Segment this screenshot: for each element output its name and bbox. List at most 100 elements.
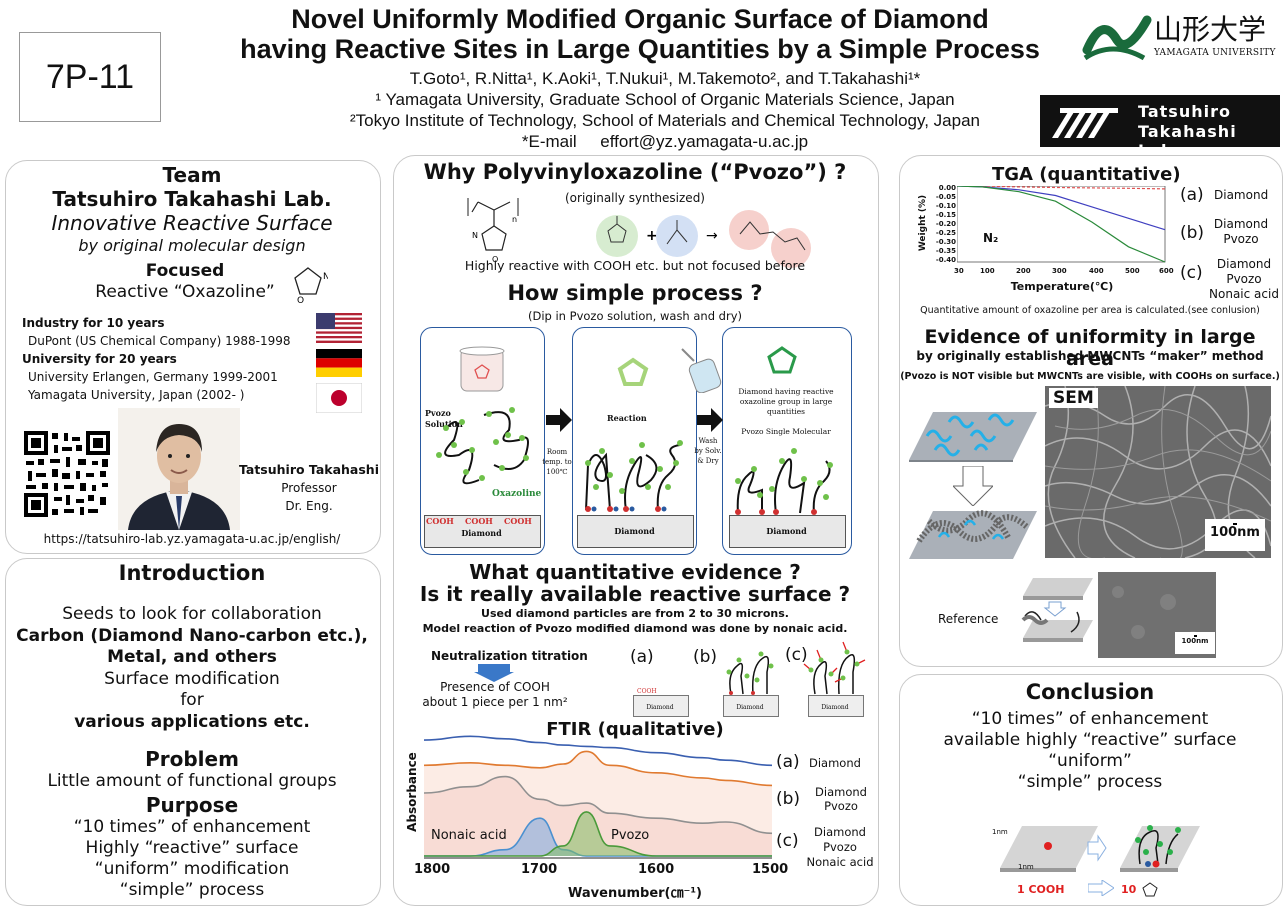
tga-series-b bbox=[957, 186, 1166, 231]
sem-scale-bar bbox=[1233, 523, 1237, 525]
authors: T.Goto¹, R.Nitta¹, K.Aoki¹, T.Nukui¹, M.… bbox=[409, 69, 921, 88]
reference-label: Reference bbox=[938, 612, 999, 626]
career-block: Industry for 10 years DuPont (US Chemica… bbox=[22, 314, 322, 404]
uniformity-note: (Pvozo is NOT visible but MWCNTs are vis… bbox=[900, 371, 1280, 382]
university-logo: 山形大学 YAMAGATA UNIVERSITY bbox=[1082, 8, 1282, 68]
quant-heading: What quantitative evidence ? Is it reall… bbox=[393, 561, 877, 605]
tga-legend-c-text: Diamond Pvozo Nonaic acid bbox=[1204, 257, 1284, 302]
team-header: Team Tatsuhiro Takahashi Lab. Innovative… bbox=[5, 163, 379, 257]
how-heading: How simple process ? bbox=[507, 281, 763, 305]
quant-label-c: (c) bbox=[785, 645, 808, 665]
small-b-polymer bbox=[726, 651, 774, 695]
email: *E-mail effort@yz.yamagata-u.ac.jp bbox=[521, 132, 809, 151]
svg-text:N: N bbox=[472, 231, 478, 240]
tga-legend-b-line2: Pvozo bbox=[1223, 232, 1259, 246]
conclusion-line1: “10 times” of enhancement bbox=[971, 709, 1209, 729]
tga-legend-b-line1: Diamond bbox=[1213, 217, 1269, 231]
team-tagline1: Innovative Reactive Surface bbox=[51, 211, 333, 235]
conclusion-content: Conclusion “10 times” of enhancement ava… bbox=[899, 679, 1281, 793]
problem-heading: Problem bbox=[145, 747, 239, 771]
person-name: Tatsuhiro Takahashi bbox=[238, 462, 379, 477]
professor-photo bbox=[118, 408, 240, 530]
intro-line4: Surface modification bbox=[104, 668, 280, 689]
wash-bottle-icon bbox=[681, 348, 722, 393]
conclusion-heading: Conclusion bbox=[1025, 680, 1155, 704]
how-subheading: (Dip in Pvozo solution, wash and dry) bbox=[528, 309, 742, 323]
university-emblem-icon bbox=[1082, 15, 1152, 61]
ftir-legend-c-line3: Nonaic acid bbox=[806, 855, 874, 869]
ftir-x-ticks: 1800 1700 1600 1500 bbox=[408, 862, 788, 878]
pentagon-green-outline-icon bbox=[767, 346, 797, 374]
person-title: Professor bbox=[281, 481, 337, 495]
svg-text:N: N bbox=[323, 272, 328, 282]
step3-label1: Diamond having reactive oxazoline group … bbox=[738, 387, 834, 416]
tga-legend-a: (a) bbox=[1180, 185, 1204, 205]
oxazoline-ring-icon: N O bbox=[294, 267, 328, 304]
ftir-series-0 bbox=[424, 735, 773, 767]
title-line1: Novel Uniformly Modified Organic Surface… bbox=[291, 4, 989, 34]
tga-legend: (a) Diamond (b) Diamond Pvozo (c) Diamon… bbox=[1180, 183, 1280, 303]
intro-line3: Metal, and others bbox=[107, 647, 277, 667]
university-item1: University Erlangen, Germany 1999-2001 bbox=[28, 370, 278, 384]
small-c-polymer bbox=[803, 641, 866, 695]
small-a-cooh: COOH bbox=[637, 688, 657, 695]
tga-legend-c: (c) bbox=[1180, 263, 1203, 283]
presence-line2: about 1 piece per 1 nm² bbox=[422, 695, 568, 709]
step2-label: Reaction bbox=[607, 413, 647, 423]
ftir-legend-c: (c) bbox=[776, 831, 799, 851]
intro-line6: various applications etc. bbox=[74, 711, 310, 732]
ftir-legend-b-text: Diamond Pvozo bbox=[806, 785, 876, 813]
conclusion-arrow-icon bbox=[1088, 880, 1114, 896]
ftir-legend-c-line1: Diamond bbox=[814, 825, 866, 839]
tga-xtick-6: 600 bbox=[1159, 267, 1174, 275]
lab-url-link[interactable]: https://tatsuhiro-lab.yz.yamagata-u.ac.j… bbox=[43, 532, 341, 546]
ftir-chart bbox=[424, 735, 773, 859]
step2-substrate bbox=[577, 515, 694, 548]
ftir-ann-nonaic: Nonaic acid bbox=[431, 828, 507, 843]
conclusion-line2: available highly “reactive” surface bbox=[943, 730, 1237, 750]
focused-block: Focused Reactive “Oxazoline” bbox=[60, 261, 310, 303]
tga-note: Quantitative amount of oxazoline per are… bbox=[920, 305, 1260, 316]
conclusion-dim2: 1nm bbox=[1018, 863, 1034, 871]
reference-diagram-icon bbox=[1021, 578, 1093, 642]
tga-series-a bbox=[957, 186, 1166, 190]
conclusion-cooh: 1 COOH bbox=[1017, 883, 1065, 896]
quant-label-b: (b) bbox=[693, 647, 718, 667]
tga-ytick-2: -0.10 bbox=[935, 202, 956, 210]
quant-subtext: Used diamond particles are from 2 to 30 … bbox=[393, 606, 877, 636]
tga-legend-c-line3: Nonaic acid bbox=[1209, 287, 1279, 301]
ftir-legend-b: (b) bbox=[776, 789, 801, 809]
reaction-scheme: + → bbox=[596, 210, 811, 268]
reference-scale-label: 100nm bbox=[1181, 637, 1209, 645]
quant-sub2: Model reaction of Pvozo modified diamond… bbox=[422, 622, 848, 635]
process-arrow2-icon bbox=[697, 408, 723, 432]
tga-annotation: N₂ bbox=[983, 231, 999, 245]
tga-chart bbox=[957, 186, 1166, 263]
ftir-ann-pvozo: Pvozo bbox=[611, 828, 650, 843]
germany-flag-icon bbox=[316, 349, 362, 377]
tga-ytick-5: -0.25 bbox=[935, 229, 956, 237]
ftir-series-4 bbox=[424, 811, 772, 857]
process-step2-box bbox=[572, 327, 697, 555]
tga-legend-c-line2: Pvozo bbox=[1226, 272, 1262, 286]
tga-legend-b-text: Diamond Pvozo bbox=[1208, 217, 1274, 247]
ftir-legend-c-text: Diamond Pvozo Nonaic acid bbox=[802, 825, 878, 870]
lab-logo: Tatsuhiro Takahashi Lab. bbox=[1040, 95, 1280, 160]
affiliation-1: ¹ Yamagata University, Graduate School o… bbox=[375, 90, 955, 109]
sem-label: SEM bbox=[1049, 388, 1098, 408]
ftir-title: FTIR (qualitative) bbox=[546, 719, 724, 740]
pentagon-green-icon bbox=[617, 357, 649, 386]
tga-xtick-3: 300 bbox=[1052, 267, 1067, 275]
ftir-area-2 bbox=[424, 776, 772, 856]
ftir-xtick-2: 1600 bbox=[638, 862, 675, 877]
step1-cooh-3: COOH bbox=[504, 516, 532, 526]
industry-item: DuPont (US Chemical Company) 1988-1998 bbox=[28, 334, 291, 348]
tga-title: TGA (quantitative) bbox=[992, 164, 1181, 185]
ftir-legend-a-text: Diamond bbox=[809, 756, 861, 770]
presence-line1: Presence of COOH bbox=[440, 680, 550, 694]
university-logo-kanji: 山形大学 bbox=[1154, 13, 1267, 46]
affiliation-2: ²Tokyo Institute of Technology, School o… bbox=[350, 111, 980, 130]
small-a-diamond: Diamond bbox=[646, 704, 674, 711]
sem-scale-box: 100nm bbox=[1205, 519, 1265, 551]
step2-polymer bbox=[585, 440, 683, 512]
